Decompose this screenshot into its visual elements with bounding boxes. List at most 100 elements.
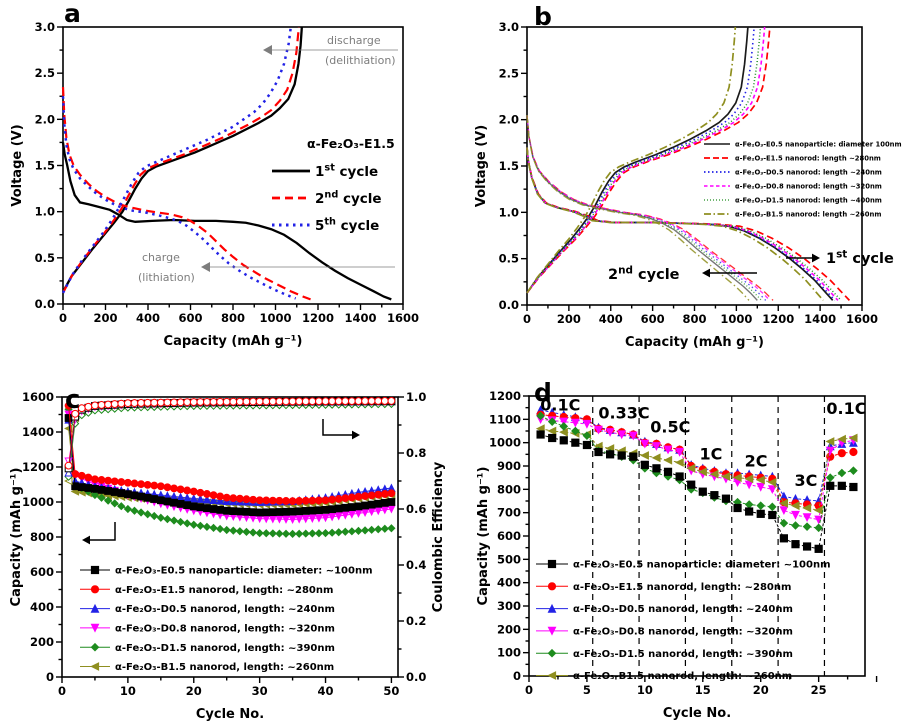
annotation-arrow-line: [322, 419, 352, 436]
annotation-arrow-head: [702, 268, 710, 278]
x-tick-label: 1000: [259, 311, 291, 325]
circle-marker: [143, 398, 152, 407]
square-marker: [170, 498, 178, 507]
annotation-arrow-head: [352, 430, 360, 440]
circle-marker: [222, 397, 231, 406]
square-marker: [308, 506, 317, 515]
circle-marker: [170, 398, 178, 407]
y-axis-title: Voltage (V): [474, 125, 489, 207]
square-marker: [275, 508, 284, 516]
square-marker: [150, 495, 159, 503]
legend-item: α-Fe₂O₃-D0.8 nanorod, length: ~320nm: [536, 627, 793, 638]
circle-marker: [282, 497, 290, 505]
y-tick-label: 500: [497, 552, 521, 566]
y2-tick-label: 0.0: [406, 670, 426, 684]
square-marker: [104, 487, 113, 495]
circle-marker: [176, 398, 185, 407]
series-curve: [526, 26, 749, 294]
circle-marker: [255, 397, 264, 406]
diamond-marker: [367, 525, 376, 534]
diamond-marker: [802, 522, 812, 531]
diamond-marker: [275, 529, 284, 538]
tri-up-marker: [182, 493, 192, 502]
square-marker: [216, 505, 225, 514]
x-tick-label: 800: [221, 311, 245, 325]
tri-left-marker: [663, 455, 673, 465]
circle-marker: [203, 398, 211, 406]
y2-tick-label: 0.6: [406, 502, 426, 516]
plot-c: 0 10 20 30 40 50 0 200 400 600 800 1000 1200 1400 1600…: [9, 385, 446, 722]
tri-down-marker: [334, 512, 343, 521]
y-tick-label: 600: [30, 565, 54, 579]
legend-item-label: α-Fe₂O₃-E0.5 nanoparticle: diameter: ~10…: [115, 566, 373, 577]
circle-marker: [143, 480, 152, 489]
tri-down-marker: [767, 485, 777, 495]
y-tick-label: 1600: [22, 390, 54, 404]
square-marker: [196, 503, 205, 512]
panel-d-chart: 0 5 10 15 20 25 0 100 200 300 400 500 600 700 800 900 10…: [476, 378, 878, 721]
circle-marker: [334, 494, 343, 503]
tri-left-marker: [640, 451, 649, 460]
circle-marker: [235, 494, 244, 503]
series-line: [540, 415, 854, 529]
y-tick-label: 400: [30, 600, 54, 614]
x-tick-label: 1600: [846, 312, 878, 326]
diamond-marker: [547, 648, 557, 658]
circle-marker: [137, 399, 145, 407]
tri-left-marker: [744, 474, 754, 484]
tri-left-marker: [756, 475, 765, 485]
y-tick-label: 400: [497, 576, 521, 590]
circle-marker: [163, 483, 172, 492]
x-tick-label: 600: [178, 311, 202, 325]
legend-title: α-Fe₂O₃-E1.5: [307, 136, 395, 151]
circle-marker: [91, 401, 99, 410]
tri-down-marker: [675, 447, 685, 457]
tri-left-marker: [837, 434, 846, 444]
square-marker: [837, 481, 846, 490]
capacity-series-line: [68, 405, 392, 502]
square-marker: [288, 507, 297, 516]
diamond-marker: [130, 506, 139, 515]
square-marker: [156, 496, 165, 505]
circle-marker: [361, 397, 369, 405]
diamond-marker: [582, 431, 592, 440]
circle-marker: [163, 398, 172, 407]
circle-marker: [196, 488, 205, 497]
square-marker: [91, 484, 99, 493]
tri-left-marker: [802, 503, 812, 513]
circle-marker: [229, 494, 238, 503]
tri-down-marker: [628, 431, 638, 441]
diamond-marker: [90, 490, 100, 500]
annotation-arrow-head: [82, 535, 90, 545]
circle-marker: [64, 461, 73, 470]
x-axis-title: Capacity (mAh g⁻¹): [625, 335, 764, 350]
square-marker: [282, 507, 290, 516]
square-marker: [617, 451, 626, 460]
y2-tick-label: 0.8: [406, 446, 426, 460]
square-marker: [663, 467, 673, 476]
circle-marker: [84, 402, 93, 411]
series-curve: [61, 142, 392, 301]
diamond-marker: [791, 521, 800, 530]
y-tick-label: 200: [30, 635, 54, 649]
square-marker: [334, 504, 343, 513]
legend-item: α-Fe₂O₃-D1.5 nanorod, length: ~390nm: [536, 649, 793, 660]
rate-label: 0.1C: [826, 399, 866, 418]
square-marker: [222, 506, 231, 515]
tri-left-marker: [825, 437, 835, 446]
diamond-marker: [202, 522, 212, 531]
diamond-marker: [387, 524, 396, 533]
circle-marker: [262, 496, 271, 505]
x-tick-label: 1400: [804, 312, 836, 326]
y-tick-label: 0.5: [499, 252, 519, 266]
diamond-marker: [779, 518, 789, 528]
circle-marker: [308, 397, 317, 406]
series-line: [540, 414, 854, 507]
circle-marker: [196, 398, 205, 406]
x-tick-label: 20: [186, 684, 202, 698]
annotation-arrow-head: [201, 262, 210, 272]
diamond-marker: [295, 529, 304, 538]
x-tick-label: 5: [583, 683, 591, 697]
efficiency-series-line: [68, 401, 392, 482]
panel-d: 0 5 10 15 20 25 0 100 200 300 400 500 600 700 800 900 10…: [452, 364, 905, 728]
